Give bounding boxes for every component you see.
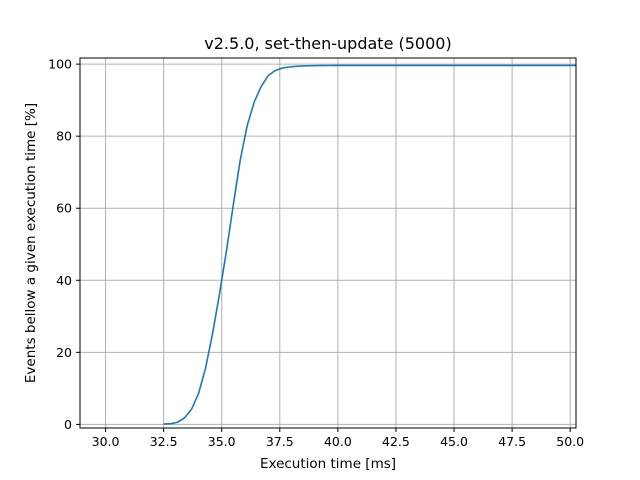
series-layer — [163, 64, 576, 425]
x-tick-label: 35.0 — [208, 434, 236, 449]
x-tick-label: 50.0 — [556, 434, 584, 449]
y-tick-label: 0 — [64, 417, 72, 432]
x-tick-label: 40.0 — [324, 434, 352, 449]
y-tick-label: 20 — [56, 345, 72, 360]
y-tick-label: 80 — [56, 129, 72, 144]
x-tick-label: 42.5 — [382, 434, 410, 449]
chart-title: v2.5.0, set-then-update (5000) — [204, 34, 451, 53]
x-tick-label: 47.5 — [498, 434, 526, 449]
x-axis: 30.0 32.5 35.0 37.5 40.0 42.5 45.0 47.5 50.0 — [92, 428, 584, 449]
plot-background — [80, 58, 576, 428]
series-line — [163, 64, 576, 425]
x-tick-label: 45.0 — [440, 434, 468, 449]
x-tick-label: 32.5 — [150, 434, 178, 449]
x-tick-label: 37.5 — [266, 434, 294, 449]
x-axis-label: Execution time [ms] — [260, 456, 396, 472]
x-tick-label: 30.0 — [92, 434, 120, 449]
y-tick-label: 40 — [56, 273, 72, 288]
y-axis-label: Events bellow a given execution time [%] — [23, 103, 39, 383]
y-tick-label: 60 — [56, 201, 72, 216]
y-tick-label: 100 — [48, 57, 72, 72]
y-axis: 0 20 40 60 80 100 — [48, 57, 80, 432]
grid — [80, 58, 576, 428]
plot-frame — [79, 57, 577, 429]
